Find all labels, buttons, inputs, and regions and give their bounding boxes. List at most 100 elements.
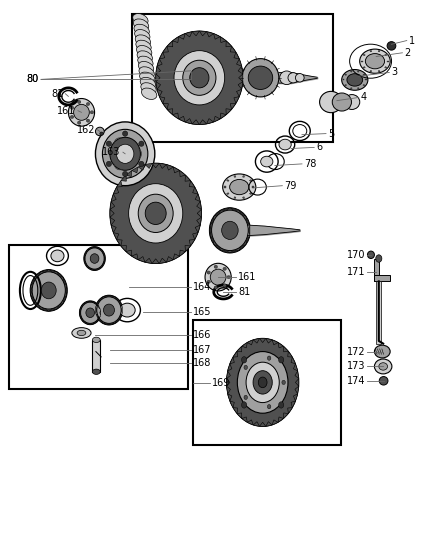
Ellipse shape	[86, 102, 90, 106]
Polygon shape	[350, 87, 352, 89]
Polygon shape	[80, 304, 83, 310]
Ellipse shape	[212, 210, 248, 251]
Ellipse shape	[246, 362, 279, 402]
Ellipse shape	[77, 330, 86, 336]
Polygon shape	[192, 31, 199, 36]
Polygon shape	[159, 258, 166, 263]
Polygon shape	[92, 247, 97, 248]
Polygon shape	[237, 89, 242, 96]
Polygon shape	[195, 225, 200, 232]
Text: 171: 171	[347, 267, 365, 277]
Text: 6: 6	[316, 142, 322, 152]
Ellipse shape	[214, 286, 218, 289]
Ellipse shape	[133, 19, 149, 30]
Polygon shape	[214, 116, 220, 122]
Ellipse shape	[110, 138, 141, 170]
Ellipse shape	[110, 163, 201, 264]
Ellipse shape	[379, 376, 388, 385]
Polygon shape	[110, 217, 115, 225]
Polygon shape	[247, 340, 253, 345]
Ellipse shape	[374, 345, 390, 358]
Polygon shape	[104, 255, 105, 262]
Ellipse shape	[387, 42, 396, 50]
Polygon shape	[88, 301, 93, 302]
Text: 173: 173	[347, 361, 365, 372]
Text: 169: 169	[212, 378, 231, 389]
Ellipse shape	[140, 72, 155, 84]
Polygon shape	[370, 70, 372, 72]
Polygon shape	[120, 313, 122, 319]
Polygon shape	[370, 50, 372, 52]
Polygon shape	[252, 187, 254, 188]
Polygon shape	[214, 245, 221, 251]
Polygon shape	[345, 84, 347, 86]
Polygon shape	[288, 351, 292, 357]
Polygon shape	[173, 167, 180, 173]
Polygon shape	[57, 303, 63, 309]
Polygon shape	[230, 250, 239, 253]
Polygon shape	[93, 321, 98, 324]
Polygon shape	[167, 41, 173, 47]
Polygon shape	[385, 54, 387, 56]
Ellipse shape	[106, 161, 112, 166]
Ellipse shape	[123, 131, 128, 136]
Ellipse shape	[253, 370, 272, 394]
Polygon shape	[226, 378, 230, 386]
Polygon shape	[345, 74, 347, 76]
Text: 168: 168	[193, 358, 211, 368]
Polygon shape	[163, 46, 168, 52]
Polygon shape	[84, 255, 85, 262]
Polygon shape	[95, 307, 97, 313]
Polygon shape	[237, 59, 242, 66]
Polygon shape	[365, 79, 367, 80]
Polygon shape	[199, 120, 207, 125]
Polygon shape	[189, 240, 195, 246]
Text: 163: 163	[102, 147, 121, 157]
Polygon shape	[98, 304, 101, 310]
Polygon shape	[132, 167, 138, 173]
Polygon shape	[278, 342, 283, 348]
Ellipse shape	[97, 297, 121, 324]
Ellipse shape	[267, 356, 271, 360]
Ellipse shape	[30, 270, 67, 311]
Polygon shape	[63, 295, 67, 303]
Polygon shape	[111, 225, 116, 232]
Ellipse shape	[95, 122, 155, 185]
Polygon shape	[228, 364, 232, 371]
Polygon shape	[357, 71, 359, 72]
Text: 165: 165	[193, 306, 211, 317]
Polygon shape	[221, 208, 230, 211]
Polygon shape	[117, 181, 122, 187]
Bar	[193, 320, 341, 445]
Polygon shape	[210, 216, 214, 225]
Polygon shape	[207, 31, 214, 37]
Ellipse shape	[379, 363, 388, 370]
Ellipse shape	[81, 302, 100, 324]
Polygon shape	[84, 250, 87, 255]
Polygon shape	[166, 256, 173, 262]
Ellipse shape	[79, 301, 101, 325]
Polygon shape	[103, 295, 109, 297]
Polygon shape	[49, 309, 57, 311]
Ellipse shape	[207, 280, 210, 284]
Polygon shape	[253, 422, 259, 426]
Ellipse shape	[222, 221, 238, 239]
Polygon shape	[357, 87, 359, 89]
Ellipse shape	[282, 380, 286, 384]
Ellipse shape	[138, 56, 153, 68]
Polygon shape	[266, 338, 272, 343]
Polygon shape	[283, 413, 288, 418]
Polygon shape	[103, 323, 109, 325]
Polygon shape	[166, 165, 173, 170]
Ellipse shape	[139, 141, 144, 147]
Polygon shape	[343, 79, 344, 80]
Ellipse shape	[183, 60, 216, 95]
Ellipse shape	[85, 248, 104, 269]
Polygon shape	[102, 250, 105, 255]
Ellipse shape	[244, 365, 247, 369]
Text: 1: 1	[409, 36, 415, 45]
Ellipse shape	[135, 35, 151, 46]
Polygon shape	[132, 254, 138, 260]
Polygon shape	[180, 171, 185, 176]
Ellipse shape	[155, 31, 243, 125]
